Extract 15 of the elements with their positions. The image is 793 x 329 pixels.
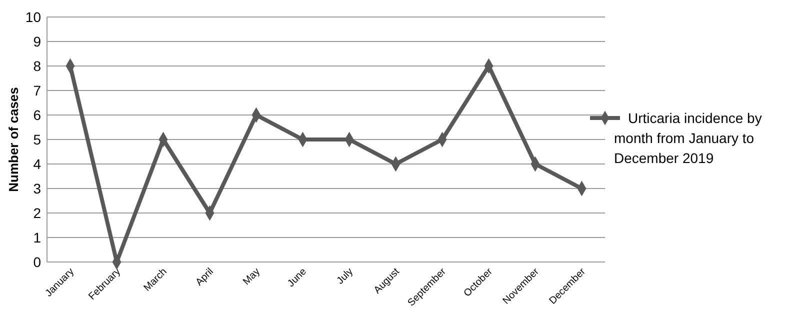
y-axis-title: Number of cases [6,87,21,192]
x-tick-label: May [241,266,262,288]
y-tick-label: 7 [33,82,42,98]
y-tick-label: 8 [33,58,42,74]
legend-label: Urticaria incidence by month from January to December 2019 [614,110,762,166]
y-tick-label: 10 [25,8,42,25]
y-tick-label: 5 [33,131,42,148]
y-tick-label: 4 [33,156,42,172]
x-tick-label: July [335,266,356,287]
y-tick-label: 9 [33,33,42,50]
y-tick-label: 2 [33,204,42,221]
y-tick-label: 3 [33,180,42,196]
y-tick-label: 6 [33,106,42,123]
y-tick-label: 0 [33,254,42,270]
y-tick-label: 1 [33,229,42,246]
